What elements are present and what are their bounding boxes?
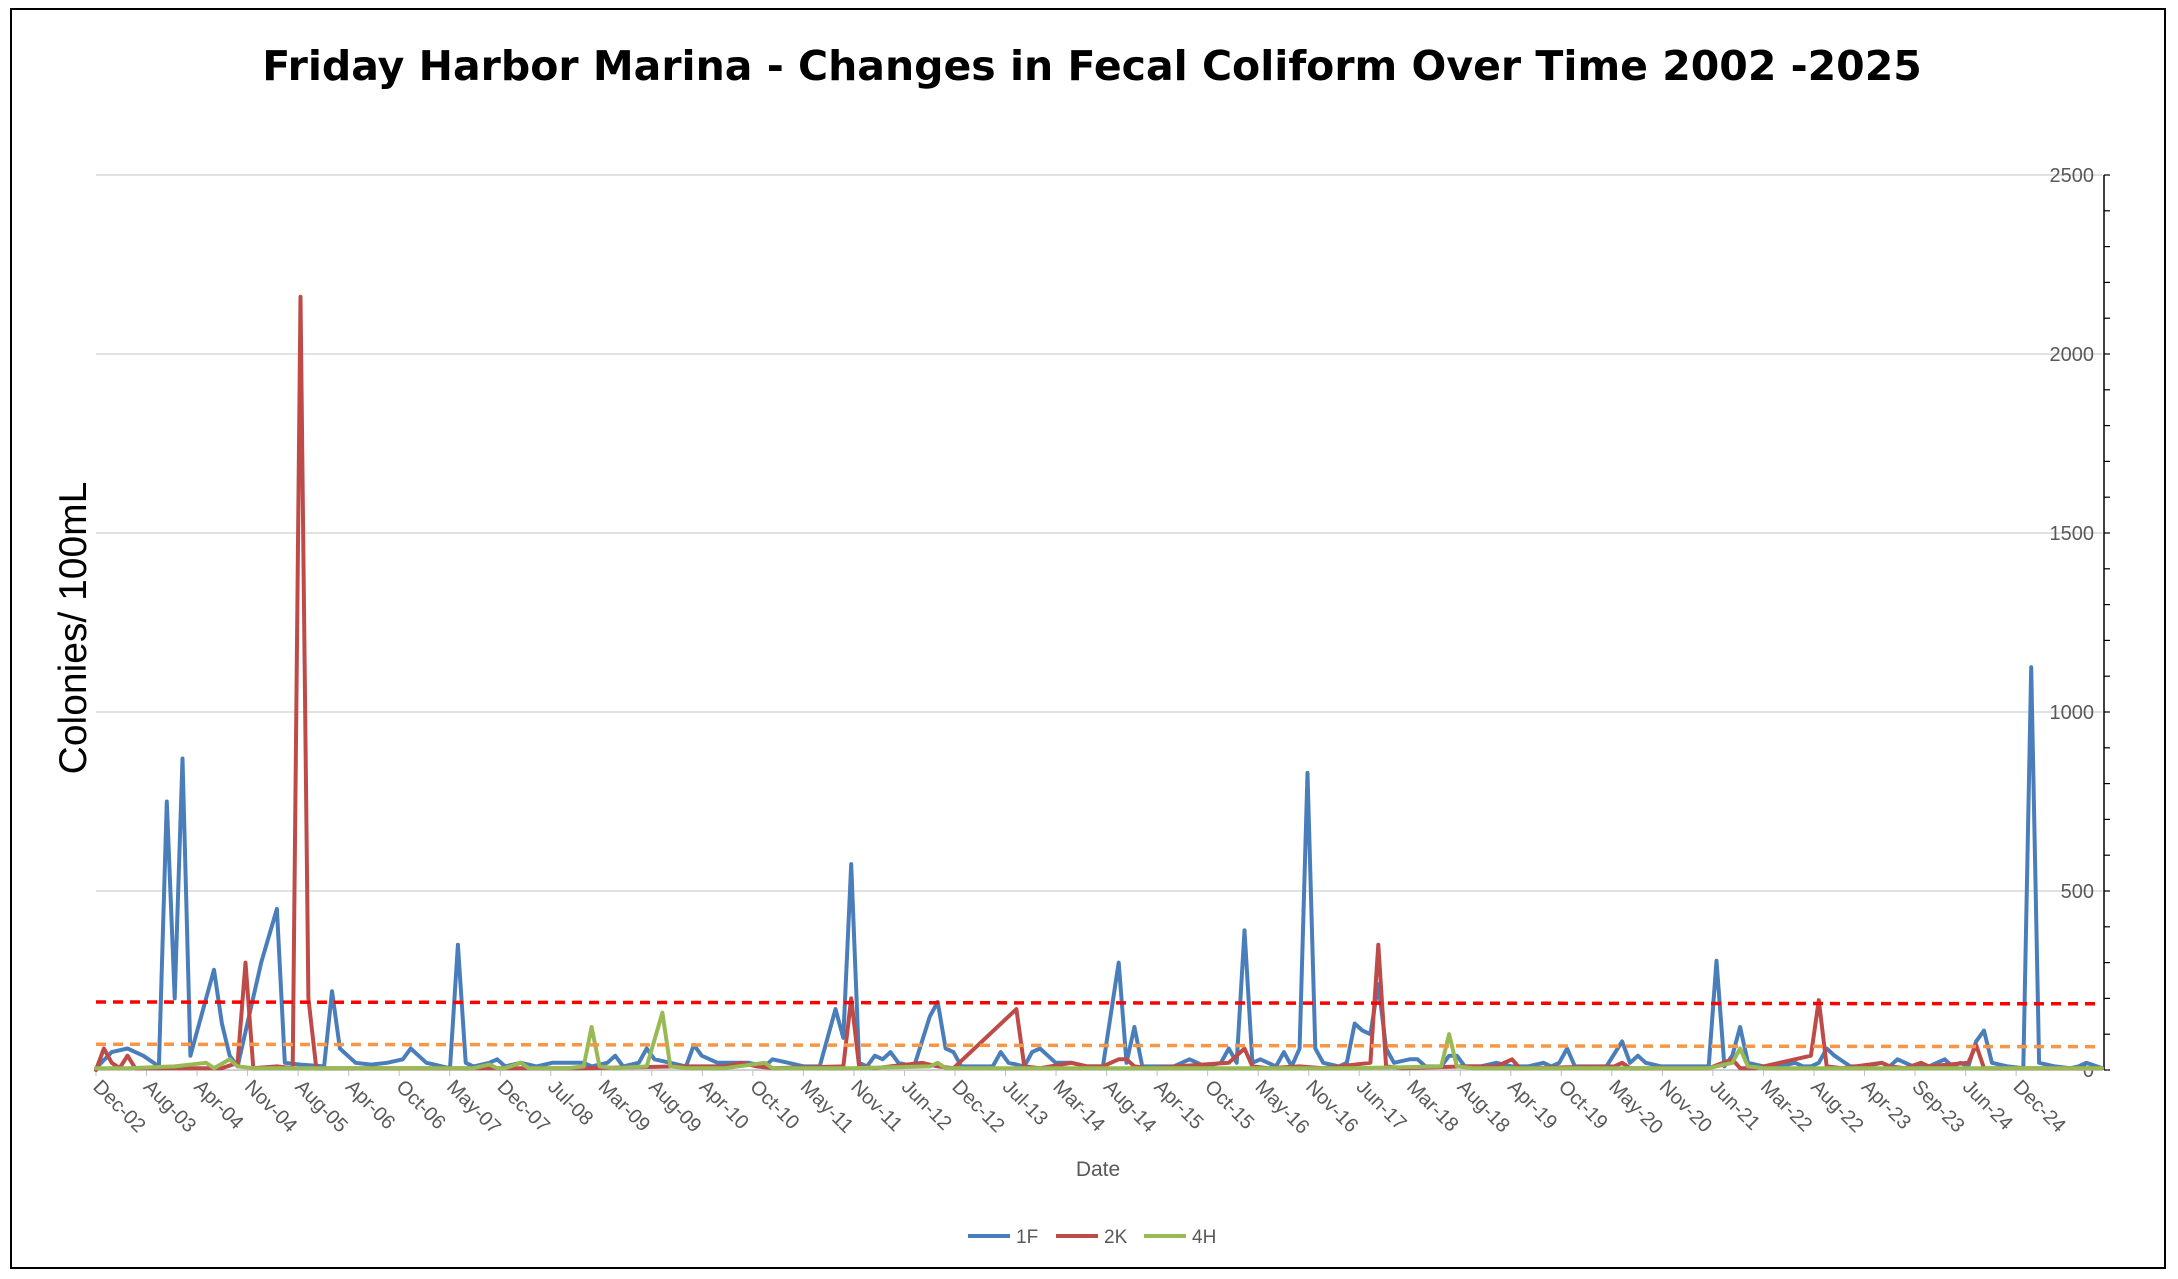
x-tick-label: Dec-02 <box>88 1076 149 1137</box>
x-axis-title: Date <box>1076 1158 1120 1181</box>
x-tick-label: Sep-23 <box>1908 1076 1969 1137</box>
x-tick-label: Aug-22 <box>1806 1076 1867 1137</box>
x-tick-label: Jun-24 <box>1958 1076 2017 1135</box>
x-tick-label: Oct-06 <box>392 1076 450 1134</box>
x-tick-label: Oct-10 <box>745 1076 803 1134</box>
chart-svg: Friday Harbor Marina - Changes in Fecal … <box>52 42 2110 1248</box>
series-line-4h <box>94 1010 2104 1071</box>
y-axis: 0 500 1000 1500 2000 2500 <box>2050 165 2110 1082</box>
legend-label-2k: 2K <box>1104 1227 1128 1248</box>
x-tick-label: Oct-15 <box>1200 1076 1258 1134</box>
y-tick-label: 1000 <box>2050 702 2095 724</box>
series-lines <box>94 294 2104 1072</box>
x-tick-label: Nov-20 <box>1655 1076 1716 1137</box>
x-tick-label: Jun-17 <box>1352 1076 1411 1135</box>
gridlines <box>96 174 2102 892</box>
y-tick-label: 2500 <box>2050 165 2095 187</box>
x-tick-label: Nov-16 <box>1301 1076 1362 1137</box>
legend-label-1f: 1F <box>1016 1227 1038 1248</box>
y-tick-label: 500 <box>2061 881 2094 903</box>
x-tick-label: Oct-19 <box>1554 1076 1612 1134</box>
series-line-2k <box>94 294 2104 1072</box>
x-tick-label: May-20 <box>1604 1076 1667 1139</box>
x-tick-label: Apr-23 <box>1857 1076 1915 1134</box>
x-tick-label: Dec-24 <box>2009 1076 2070 1137</box>
series-line-reference-4 <box>95 1042 2103 1049</box>
x-tick-label: Jun-21 <box>1705 1076 1764 1135</box>
x-tick-label: Mar-18 <box>1402 1076 1462 1136</box>
x-tick-label: Dec-12 <box>947 1076 1008 1137</box>
x-tick-label: Apr-15 <box>1150 1076 1208 1134</box>
x-tick-label: Mar-14 <box>1049 1076 1109 1136</box>
x-tick-label: Apr-06 <box>341 1076 399 1134</box>
x-tick-label: Dec-07 <box>493 1076 554 1137</box>
x-tick-label: May-07 <box>442 1076 505 1139</box>
x-tick-label: Nov-04 <box>240 1076 301 1137</box>
x-tick-label: Aug-09 <box>644 1076 705 1137</box>
x-tick-label: Aug-05 <box>291 1076 352 1137</box>
legend-label-4h: 4H <box>1192 1227 1216 1248</box>
x-tick-label: Jun-12 <box>897 1076 956 1135</box>
series-line-reference-3 <box>95 1000 2103 1006</box>
x-tick-label: Apr-04 <box>190 1076 248 1134</box>
x-tick-label: Mar-09 <box>594 1076 654 1136</box>
y-tick-label: 2000 <box>2050 344 2095 366</box>
chart-title: Friday Harbor Marina - Changes in Fecal … <box>262 42 1922 90</box>
x-tick-label: Aug-18 <box>1453 1076 1514 1137</box>
x-tick-label: May-16 <box>1251 1076 1314 1139</box>
y-tick-label: 0 <box>2083 1060 2094 1082</box>
x-axis: Dec-02Aug-03Apr-04Nov-04Aug-05Apr-06Oct-… <box>88 1069 2102 1139</box>
x-tick-label: Apr-10 <box>695 1076 753 1134</box>
legend: 1F 2K 4H <box>968 1227 1216 1248</box>
y-tick-label: 1500 <box>2050 523 2095 545</box>
x-tick-label: Nov-11 <box>846 1076 906 1136</box>
series-line-1f <box>94 665 2104 1071</box>
x-tick-label: Aug-14 <box>1099 1076 1160 1137</box>
x-tick-label: Mar-22 <box>1756 1076 1816 1136</box>
x-tick-label: Apr-19 <box>1503 1076 1561 1134</box>
x-tick-label: May-11 <box>796 1076 858 1138</box>
x-tick-label: Aug-03 <box>139 1076 200 1137</box>
chart-frame: Friday Harbor Marina - Changes in Fecal … <box>10 8 2166 1269</box>
y-axis-title: Colonies/ 100mL <box>52 482 95 775</box>
